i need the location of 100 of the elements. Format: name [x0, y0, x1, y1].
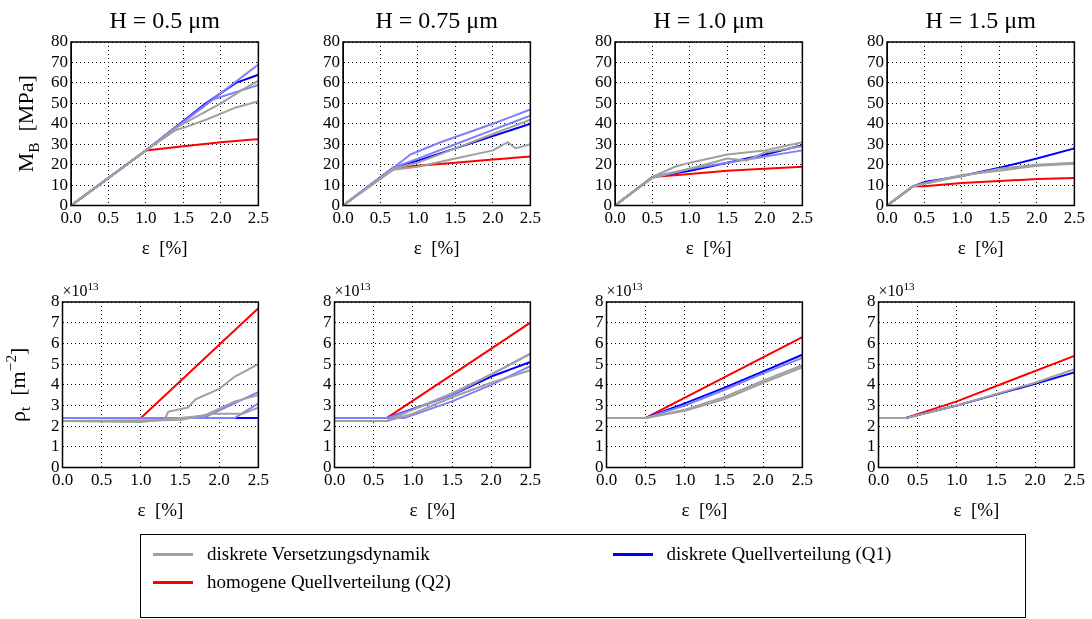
y-tick-label: 6: [867, 332, 876, 352]
x-tick-label: 1.0: [135, 208, 157, 228]
y-tick-label: 1: [867, 436, 876, 456]
x-tick-label: 0.5: [913, 208, 936, 228]
y-tick-label: 2: [323, 415, 332, 435]
y-tick-label: 80: [51, 31, 68, 51]
y-axis-title: ρt [m−2]: [1, 347, 33, 422]
x-tick-label: 2.0: [1026, 208, 1048, 228]
x-tick-label: 1.0: [674, 470, 696, 490]
y-tick-label: 5: [323, 353, 332, 373]
x-axis-title: ε [%]: [953, 499, 1000, 520]
x-tick-label: 1.5: [172, 208, 195, 228]
y-tick-label: 10: [867, 174, 884, 194]
y-tick-label: 3: [867, 394, 876, 414]
y-tick-label: 7: [323, 312, 332, 332]
y-tick-label: 4: [51, 374, 60, 394]
x-tick-label: 0.5: [91, 470, 113, 490]
x-tick-label: 0.5: [363, 470, 385, 490]
y-tick-label: 40: [595, 113, 612, 133]
chart-title: H = 1.5 μm: [925, 7, 1037, 33]
x-tick-label: 1.5: [444, 208, 467, 228]
y-tick-label: 6: [323, 332, 332, 352]
x-tick-label: 1.0: [951, 208, 973, 228]
y-tick-label: 8: [867, 291, 876, 311]
x-tick-label: 2.0: [208, 470, 230, 490]
y-tick-label: 5: [867, 353, 876, 373]
y-tick-label: 70: [595, 51, 612, 71]
x-tick-label: 2.0: [480, 470, 502, 490]
y-tick-label: 20: [323, 154, 340, 174]
x-tick-label: 1.5: [985, 470, 1007, 490]
y-tick-label: 20: [51, 154, 68, 174]
legend-label: diskrete Quellverteilung (Q1): [666, 543, 892, 565]
x-tick-label: 0.5: [907, 470, 929, 490]
x-tick-label: 0.5: [369, 208, 392, 228]
x-tick-label: 1.5: [713, 470, 735, 490]
y-tick-label: 80: [595, 31, 612, 51]
x-tick-label: 1.5: [169, 470, 191, 490]
x-tick-label: 2.0: [482, 208, 504, 228]
x-tick-label: 1.5: [988, 208, 1011, 228]
y-tick-label: 3: [595, 394, 604, 414]
x-axis-title: ε [%]: [141, 237, 188, 258]
x-tick-label: 2.5: [247, 208, 269, 228]
y-tick-label: 3: [323, 394, 332, 414]
y-tick-label: 7: [867, 312, 876, 332]
y-tick-label: 30: [867, 133, 884, 153]
y-tick-label: 1: [51, 436, 60, 456]
x-tick-label: 2.5: [247, 470, 269, 490]
x-tick-label: 1.0: [402, 470, 424, 490]
y-tick-label: 70: [867, 51, 884, 71]
y-tick-label: 7: [51, 312, 60, 332]
y-tick-label: 10: [323, 174, 340, 194]
legend-label: homogene Quellverteilung (Q2): [207, 571, 451, 593]
y-tick-label: 10: [51, 174, 68, 194]
y-tick-label: 50: [595, 92, 612, 112]
chart-title: H = 0.5 μm: [109, 7, 221, 33]
y-tick-label: 20: [595, 154, 612, 174]
x-tick-label: 2.5: [519, 470, 541, 490]
x-axis-title: ε [%]: [685, 237, 732, 258]
x-tick-label: 2.5: [1063, 208, 1085, 228]
y-tick-label: 8: [323, 291, 332, 311]
x-axis-title: ε [%]: [413, 237, 460, 258]
y-tick-label: 5: [51, 353, 60, 373]
x-tick-label: 1.0: [946, 470, 968, 490]
y-tick-label: 60: [51, 72, 68, 92]
y-tick-label: 80: [867, 31, 884, 51]
x-tick-label: 2.5: [1063, 470, 1085, 490]
y-tick-label: 5: [595, 353, 604, 373]
x-tick-label: 0.5: [97, 208, 120, 228]
y-tick-label: 7: [595, 312, 604, 332]
x-tick-label: 2.5: [791, 208, 813, 228]
legend-label: diskrete Versetzungsdynamik: [207, 543, 430, 565]
y-tick-label: 2: [51, 415, 60, 435]
y-tick-label: 20: [867, 154, 884, 174]
x-axis-title: ε [%]: [957, 237, 1004, 258]
x-tick-label: 2.0: [754, 208, 776, 228]
x-tick-label: 2.0: [1024, 470, 1046, 490]
y-tick-label: 1: [595, 436, 604, 456]
x-tick-label: 1.5: [441, 470, 463, 490]
x-tick-label: 1.0: [407, 208, 429, 228]
x-axis-title: ε [%]: [409, 499, 456, 520]
y-tick-label: 4: [595, 374, 604, 394]
y-tick-label: 10: [595, 174, 612, 194]
y-axis-title: MB [MPa]: [13, 75, 42, 173]
y-tick-label: 2: [595, 415, 604, 435]
y-tick-label: 40: [867, 113, 884, 133]
chart-title: H = 0.75 μm: [375, 7, 499, 33]
x-axis-title: ε [%]: [137, 499, 184, 520]
y-tick-label: 1: [323, 436, 332, 456]
x-tick-label: 2.5: [519, 208, 541, 228]
x-tick-label: 2.0: [210, 208, 232, 228]
y-tick-label: 60: [595, 72, 612, 92]
y-tick-label: 6: [51, 332, 60, 352]
y-tick-label: 80: [323, 31, 340, 51]
y-tick-label: 40: [51, 113, 68, 133]
y-tick-label: 30: [595, 133, 612, 153]
y-tick-label: 50: [51, 92, 68, 112]
y-tick-label: 40: [323, 113, 340, 133]
y-tick-label: 30: [323, 133, 340, 153]
y-tick-label: 8: [51, 291, 60, 311]
x-tick-label: 0.5: [641, 208, 664, 228]
